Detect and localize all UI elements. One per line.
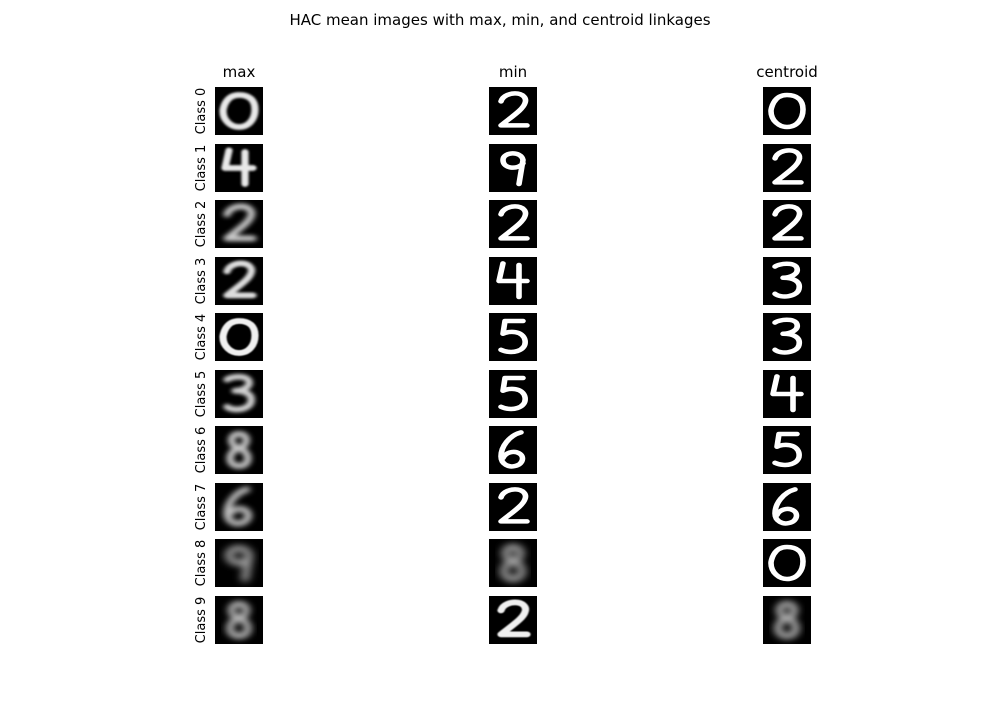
digit-5-glyph <box>498 375 528 412</box>
digit-6-glyph <box>498 430 526 469</box>
mean-image-max-class-1 <box>215 144 263 192</box>
mean-image-centroid-class-2 <box>763 200 811 248</box>
digit-8-glyph <box>500 544 526 582</box>
digit-2-glyph <box>772 204 804 241</box>
mean-image-centroid-class-3 <box>763 257 811 305</box>
mean-image-centroid-class-7 <box>763 483 811 531</box>
column-title-max: max <box>222 63 256 81</box>
digit-5-glyph <box>498 318 528 355</box>
mean-image-centroid-class-1 <box>763 144 811 192</box>
mean-image-min-class-6 <box>489 426 537 474</box>
digit-3-glyph <box>772 317 803 355</box>
mean-image-centroid-class-6 <box>763 426 811 474</box>
digit-2-glyph <box>498 204 530 241</box>
digit-0-glyph <box>219 318 259 356</box>
digit-4-glyph <box>496 261 530 300</box>
digit-9-glyph <box>500 151 526 187</box>
digit-0-glyph <box>768 92 806 130</box>
mean-image-min-class-4 <box>489 313 537 361</box>
mean-image-min-class-2 <box>489 200 537 248</box>
digit-6-glyph <box>223 486 253 527</box>
mean-image-min-class-0 <box>489 87 537 135</box>
figure-title: HAC mean images with max, min, and centr… <box>289 11 711 29</box>
column-title-centroid: centroid <box>756 63 818 81</box>
digit-8-glyph <box>226 431 252 469</box>
mean-image-centroid-class-0 <box>763 87 811 135</box>
mean-image-min-class-1 <box>489 144 537 192</box>
digit-2-glyph <box>772 148 804 185</box>
digit-6-glyph <box>772 487 800 526</box>
digit-2-glyph <box>498 91 530 128</box>
mean-image-max-class-4 <box>215 313 263 361</box>
mean-image-centroid-class-5 <box>763 370 811 418</box>
mean-image-min-class-5 <box>489 370 537 418</box>
digit-9-glyph <box>225 545 253 582</box>
digit-2-glyph <box>498 487 530 524</box>
mean-image-max-class-6 <box>215 426 263 474</box>
mean-image-centroid-class-4 <box>763 313 811 361</box>
digit-0-glyph <box>768 544 806 582</box>
mean-image-max-class-9 <box>215 596 263 644</box>
row-label-class-9: Class 9 <box>194 596 209 643</box>
mean-image-max-class-7 <box>215 483 263 531</box>
digit-4-glyph <box>770 374 804 413</box>
digit-8-glyph <box>226 601 252 639</box>
mean-image-max-class-8 <box>215 539 263 587</box>
mean-image-min-class-7 <box>489 483 537 531</box>
mean-image-centroid-class-8 <box>763 539 811 587</box>
column-title-min: min <box>498 63 528 81</box>
digit-5-glyph <box>772 431 802 468</box>
digit-2-glyph <box>223 203 257 242</box>
mean-image-max-class-5 <box>215 370 263 418</box>
mean-image-min-class-8 <box>489 539 537 587</box>
digit-8-glyph <box>774 601 800 639</box>
mean-image-max-class-3 <box>215 257 263 305</box>
digit-2-glyph <box>223 260 257 299</box>
mean-image-min-class-9 <box>489 596 537 644</box>
mean-image-max-class-2 <box>215 200 263 248</box>
digit-2-glyph <box>497 599 531 638</box>
mean-image-max-class-0 <box>215 87 263 135</box>
digit-3-glyph <box>223 373 255 413</box>
mean-image-centroid-class-9 <box>763 596 811 644</box>
digit-4-glyph <box>221 147 257 187</box>
digit-0-glyph <box>219 92 259 130</box>
mean-image-min-class-3 <box>489 257 537 305</box>
digit-3-glyph <box>772 261 803 299</box>
